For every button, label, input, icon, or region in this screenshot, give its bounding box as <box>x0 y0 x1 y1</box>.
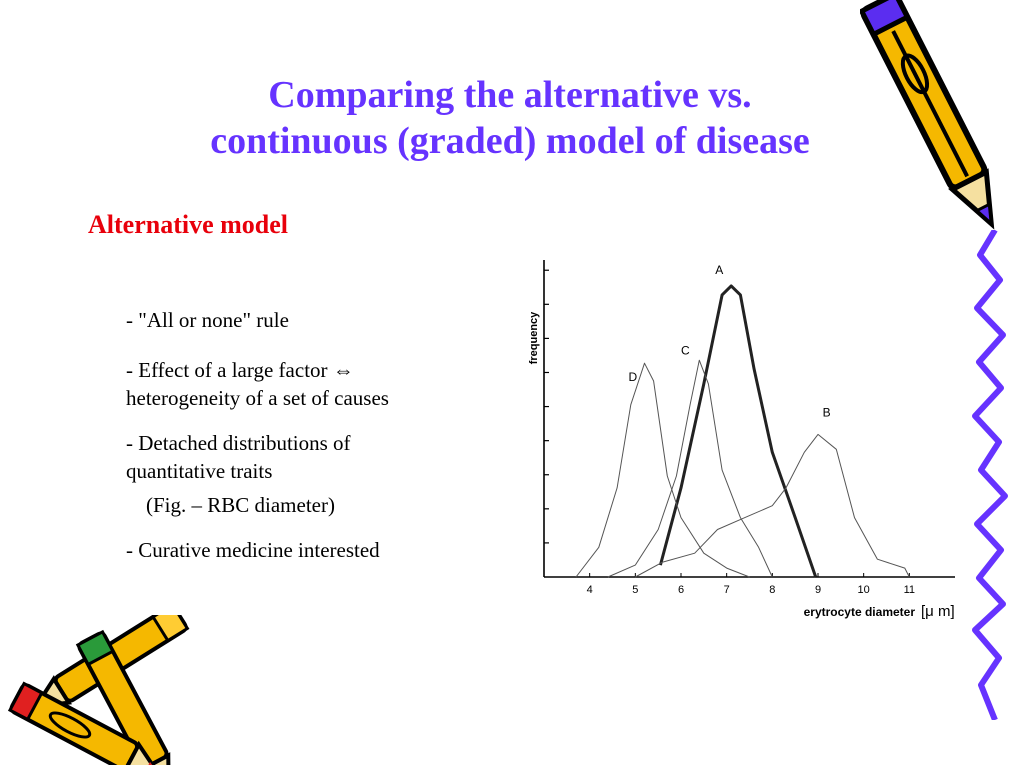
bullet-text: quantitative traits <box>126 459 273 483</box>
bullet-text: (Fig. – RBC diameter) <box>146 493 335 517</box>
bullet-text: - Effect of a large factor ⇔ <box>126 358 354 382</box>
x-tick-label: 10 <box>858 584 870 596</box>
series-c-line <box>607 359 773 578</box>
bullet-text: - "All or none" rule <box>126 308 289 332</box>
y-axis-label: frequency <box>528 311 540 364</box>
bullet-text: heterogeneity of a set of causes <box>126 386 389 410</box>
bullet-item: - "All or none" rule <box>126 306 516 334</box>
x-tick-label: 5 <box>632 584 638 596</box>
bullet-text: - Curative medicine interested <box>126 538 380 562</box>
rbc-diameter-chart: 4 5 6 7 8 9 10 11 A B C D frequency erytrocyte dia… <box>528 260 955 620</box>
x-tick-label: 7 <box>724 584 730 596</box>
bullet-text: - Detached distributions of <box>126 431 351 455</box>
pencils-bottom-left-icon <box>7 615 190 765</box>
series-label: C <box>681 343 690 357</box>
section-heading: Alternative model <box>88 210 289 239</box>
bullet-item: (Fig. – RBC diameter) <box>126 491 516 519</box>
x-tick-label: 4 <box>587 584 593 596</box>
series-label: B <box>823 406 831 420</box>
bullet-item: - Detached distributions of quantitative… <box>126 429 516 485</box>
x-tick-label: 6 <box>678 584 684 596</box>
slide-title-line-2: continuous (graded) model of disease <box>210 120 810 162</box>
squiggle-border-icon <box>972 230 1008 720</box>
bullet-item: - Curative medicine interested <box>126 536 516 564</box>
x-tick-label: 8 <box>769 584 775 596</box>
x-tick-label: 9 <box>815 584 821 596</box>
bullet-item: - Effect of a large factor ⇔ heterogenei… <box>126 356 516 412</box>
series-d-line <box>575 362 750 578</box>
bullet-list: - "All or none" rule - Effect of a large… <box>126 306 516 581</box>
x-axis-label: erytrocyte diameter <box>804 605 916 619</box>
series-label: A <box>715 263 723 277</box>
slide-title-line-1: Comparing the alternative vs. <box>268 74 752 116</box>
x-tick-label: 11 <box>904 584 915 596</box>
pencil-top-right-icon <box>860 0 995 230</box>
series-a-line <box>658 284 818 578</box>
slide-title: Comparing the alternative vs. continuous… <box>100 72 920 164</box>
series-b-line <box>635 433 910 578</box>
x-axis-unit: [μ m] <box>921 603 955 620</box>
series-label: D <box>628 370 637 384</box>
